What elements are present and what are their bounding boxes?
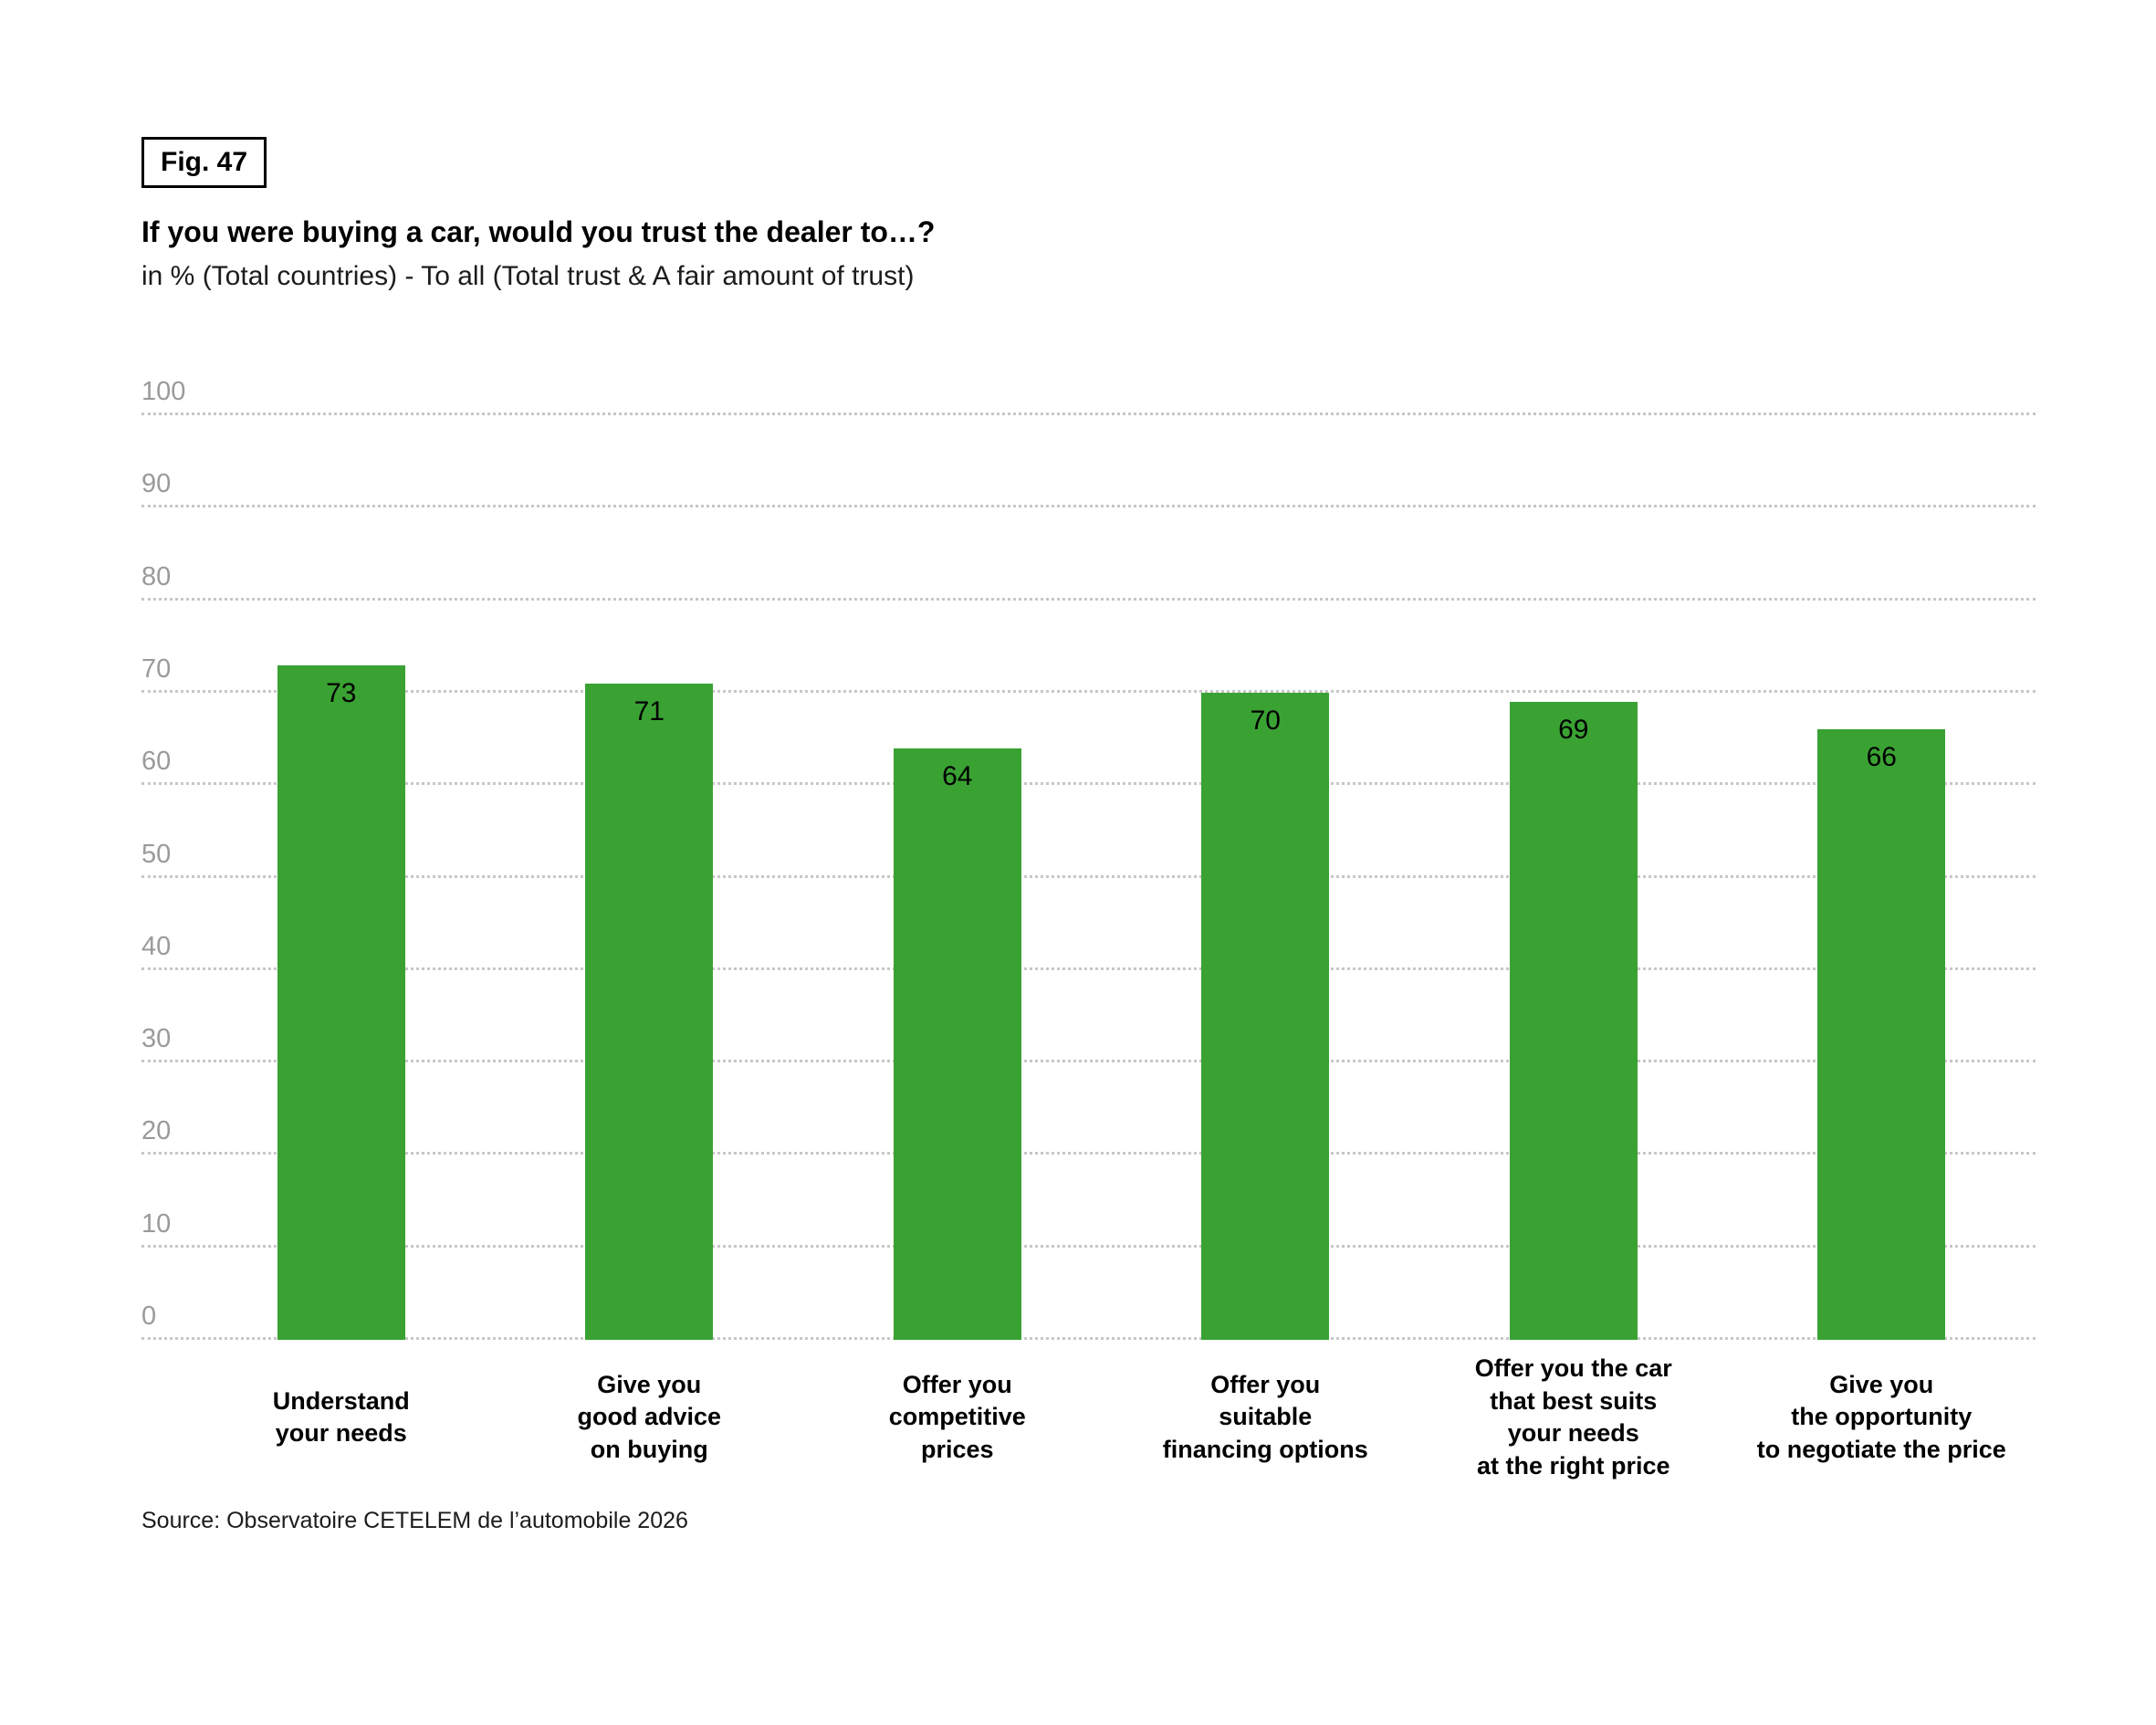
bar-slot: 73 [187, 415, 496, 1340]
bar-slot: 64 [803, 415, 1112, 1340]
bar-slot: 70 [1112, 415, 1420, 1340]
y-tick-label: 60 [141, 747, 172, 777]
bar-value-label: 73 [326, 677, 357, 708]
chart-subtitle: in % (Total countries) - To all (Total t… [141, 261, 915, 291]
bar-value-label: 69 [1558, 715, 1589, 746]
bar-slot: 69 [1419, 415, 1728, 1340]
plot-area: 0 10 20 30 40 50 60 70 80 90 100 73 71 64 70 69 66 [141, 377, 2036, 1340]
bar-value-label: 71 [633, 695, 665, 727]
y-tick-label: 70 [141, 653, 172, 684]
bar-slot: 66 [1728, 415, 2036, 1340]
gridline [141, 1337, 2036, 1340]
y-tick-label: 90 [141, 469, 172, 499]
bar: 69 [1509, 702, 1638, 1340]
gridline [141, 782, 2036, 786]
y-tick-label: 100 [141, 377, 186, 406]
gridline [141, 505, 2036, 508]
category-axis: Understand your needs Give you good advic… [187, 1353, 2036, 1483]
y-tick-label: 0 [141, 1302, 157, 1331]
gridline [141, 413, 2036, 415]
gridline [141, 689, 2036, 693]
y-tick-label: 10 [141, 1208, 172, 1239]
bars-container: 73 71 64 70 69 66 [187, 415, 2036, 1340]
bar-value-label: 66 [1866, 742, 1897, 773]
gridline [141, 1244, 2036, 1248]
y-tick-label: 20 [141, 1116, 172, 1146]
gridline [141, 874, 2036, 878]
gridline [141, 597, 2036, 601]
source-text: Source: Observatoire CETELEM de l’automo… [141, 1508, 688, 1533]
bar: 73 [277, 664, 405, 1340]
category-label: Offer you suitable financing options [1162, 1370, 1368, 1464]
y-tick-label: 30 [141, 1024, 172, 1054]
chart-title: If you were buying a car, would you trus… [141, 215, 936, 248]
bar-slot: 71 [496, 415, 804, 1340]
y-tick-label: 40 [141, 931, 172, 961]
bar: 66 [1817, 729, 1946, 1340]
bar-value-label: 64 [942, 760, 973, 791]
category-label: Give you the opportunity to negotiate th… [1756, 1370, 2006, 1464]
gridline [141, 967, 2036, 970]
bar: 64 [893, 748, 1021, 1340]
category-label: Offer you the car that best suits your n… [1474, 1354, 1672, 1479]
category-label: Give you good advice on buying [577, 1370, 722, 1464]
bar-value-label: 70 [1250, 705, 1281, 736]
y-tick-label: 80 [141, 561, 172, 591]
y-tick-label: 50 [141, 839, 172, 869]
category-label: Understand your needs [272, 1386, 410, 1448]
figure-number-label: Fig. 47 [141, 137, 267, 188]
gridline [141, 1060, 2036, 1063]
bar: 71 [585, 683, 714, 1340]
bar: 70 [1201, 692, 1330, 1340]
gridline [141, 1152, 2036, 1155]
category-label: Offer you competitive prices [888, 1370, 1026, 1464]
